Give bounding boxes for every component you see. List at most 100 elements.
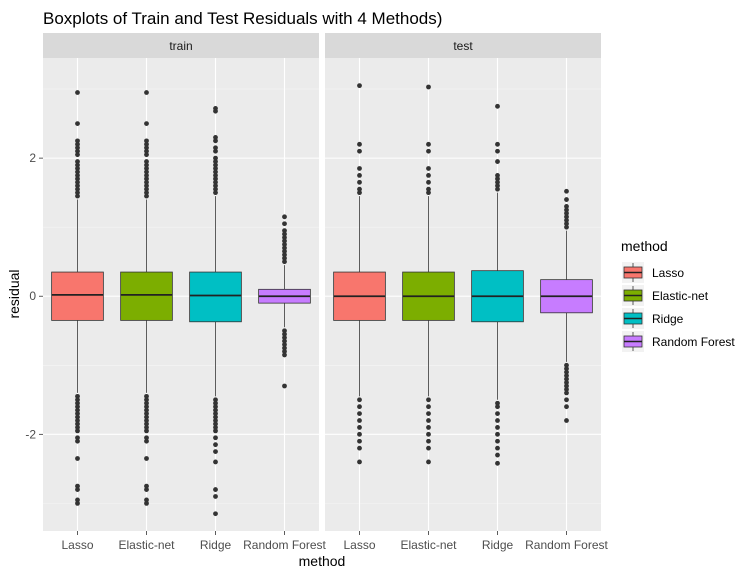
strip-train: [43, 33, 319, 58]
outlier-train-ridge: [213, 400, 218, 406]
outlier-train-lasso: [75, 186, 80, 192]
outlier-train-ridge: [213, 414, 218, 420]
outlier-test-ridge: [495, 179, 500, 185]
outlier-train-elastic-net: [144, 121, 149, 126]
x-axis: Lasso Elastic-net Ridge Random Forest Lasso E…: [61, 531, 609, 552]
x-tick-label-test: Random Forest: [525, 538, 608, 552]
outlier-train-lasso: [75, 141, 80, 147]
outlier-test-ridge: [495, 425, 500, 430]
x-axis-title: method: [299, 553, 346, 569]
outlier-train-elastic-net: [144, 172, 149, 178]
outlier-test-lasso: [357, 397, 362, 403]
legend-label-elastic-net: Elastic-net: [652, 289, 709, 303]
outlier-train-elastic-net: [144, 393, 149, 399]
outlier-train-random-forest: [282, 345, 287, 351]
outlier-train-ridge: [213, 425, 218, 430]
outlier-test-lasso: [357, 190, 362, 196]
outlier-test-random-forest: [564, 188, 569, 194]
outlier-test-random-forest: [564, 362, 569, 368]
outlier-train-ridge: [213, 404, 218, 410]
outlier-train-lasso: [75, 193, 80, 199]
outlier-train-lasso: [75, 169, 80, 175]
outlier-train-lasso: [75, 176, 80, 182]
outlier-test-ridge: [495, 186, 500, 192]
x-tick-label-test: Lasso: [343, 538, 375, 552]
outlier-train-ridge: [213, 421, 218, 427]
outlier-test-elastic-net: [426, 186, 431, 192]
outlier-train-random-forest: [282, 238, 287, 244]
outlier-test-elastic-net: [426, 166, 431, 171]
boxes-test: [333, 83, 593, 466]
outlier-train-lasso: [75, 179, 80, 185]
outlier-train-lasso: [75, 497, 80, 503]
outlier-train-ridge: [213, 166, 218, 171]
outlier-train-random-forest: [282, 235, 287, 240]
outlier-train-lasso: [75, 145, 80, 151]
outlier-train-lasso: [75, 148, 80, 154]
outlier-train-random-forest: [282, 335, 287, 341]
outlier-train-elastic-net: [144, 500, 149, 506]
outlier-train-random-forest: [282, 328, 287, 334]
outlier-test-ridge: [495, 418, 500, 423]
outlier-train-lasso: [75, 428, 80, 434]
outlier-test-lasso: [357, 83, 362, 89]
outlier-train-elastic-net: [144, 183, 149, 189]
outlier-train-ridge: [213, 418, 218, 423]
outlier-train-random-forest: [282, 331, 287, 337]
outlier-test-elastic-net: [426, 425, 431, 430]
outlier-test-random-forest: [564, 369, 569, 375]
outlier-train-random-forest: [282, 231, 287, 237]
outlier-test-random-forest: [564, 387, 569, 392]
outlier-train-elastic-net: [144, 421, 149, 427]
outlier-train-random-forest: [282, 342, 287, 347]
outlier-test-lasso: [357, 438, 362, 444]
strip-label-train: train: [169, 39, 192, 53]
outlier-test-ridge: [495, 431, 500, 437]
outlier-train-elastic-net: [144, 159, 149, 164]
y-tick-label: 0: [29, 289, 36, 303]
outlier-train-lasso: [75, 421, 80, 427]
outlier-train-lasso: [75, 190, 80, 196]
outlier-train-elastic-net: [144, 193, 149, 199]
outlier-train-random-forest: [282, 214, 287, 220]
outlier-train-elastic-net: [144, 425, 149, 430]
outlier-train-elastic-net: [144, 190, 149, 196]
outlier-train-lasso: [75, 400, 80, 406]
outlier-train-random-forest: [282, 221, 287, 227]
outlier-test-elastic-net: [426, 431, 431, 437]
outlier-train-elastic-net: [144, 169, 149, 175]
outlier-test-elastic-net: [426, 84, 431, 90]
outlier-train-random-forest: [282, 245, 287, 251]
outlier-train-random-forest: [282, 352, 287, 358]
outlier-test-random-forest: [564, 214, 569, 220]
outlier-train-elastic-net: [144, 483, 149, 489]
outlier-test-random-forest: [564, 207, 569, 213]
outlier-train-ridge: [213, 169, 218, 175]
box-train-lasso: [51, 271, 104, 321]
outlier-train-random-forest: [282, 349, 287, 354]
outlier-train-lasso: [75, 152, 80, 158]
outlier-train-elastic-net: [144, 407, 149, 413]
outlier-train-elastic-net: [144, 176, 149, 182]
panel-train: train: [43, 33, 319, 531]
outlier-test-lasso: [357, 141, 362, 147]
outlier-test-lasso: [357, 411, 362, 417]
outlier-train-lasso: [75, 121, 80, 126]
outlier-train-random-forest: [282, 338, 287, 344]
outlier-test-random-forest: [564, 373, 569, 379]
outlier-train-elastic-net: [144, 487, 149, 492]
outlier-train-elastic-net: [144, 145, 149, 151]
outlier-test-ridge: [495, 141, 500, 147]
outlier-train-ridge: [213, 397, 218, 403]
outlier-train-lasso: [75, 500, 80, 506]
outlier-train-lasso: [75, 183, 80, 189]
outlier-train-lasso: [75, 404, 80, 410]
legend-label-lasso: Lasso: [652, 266, 684, 280]
outlier-test-random-forest: [564, 366, 569, 372]
outlier-train-elastic-net: [144, 90, 149, 95]
box-train-ridge: [189, 271, 242, 323]
box-train-elastic-net: [120, 271, 173, 321]
outlier-train-ridge: [213, 148, 218, 154]
outlier-train-ridge: [213, 186, 218, 192]
